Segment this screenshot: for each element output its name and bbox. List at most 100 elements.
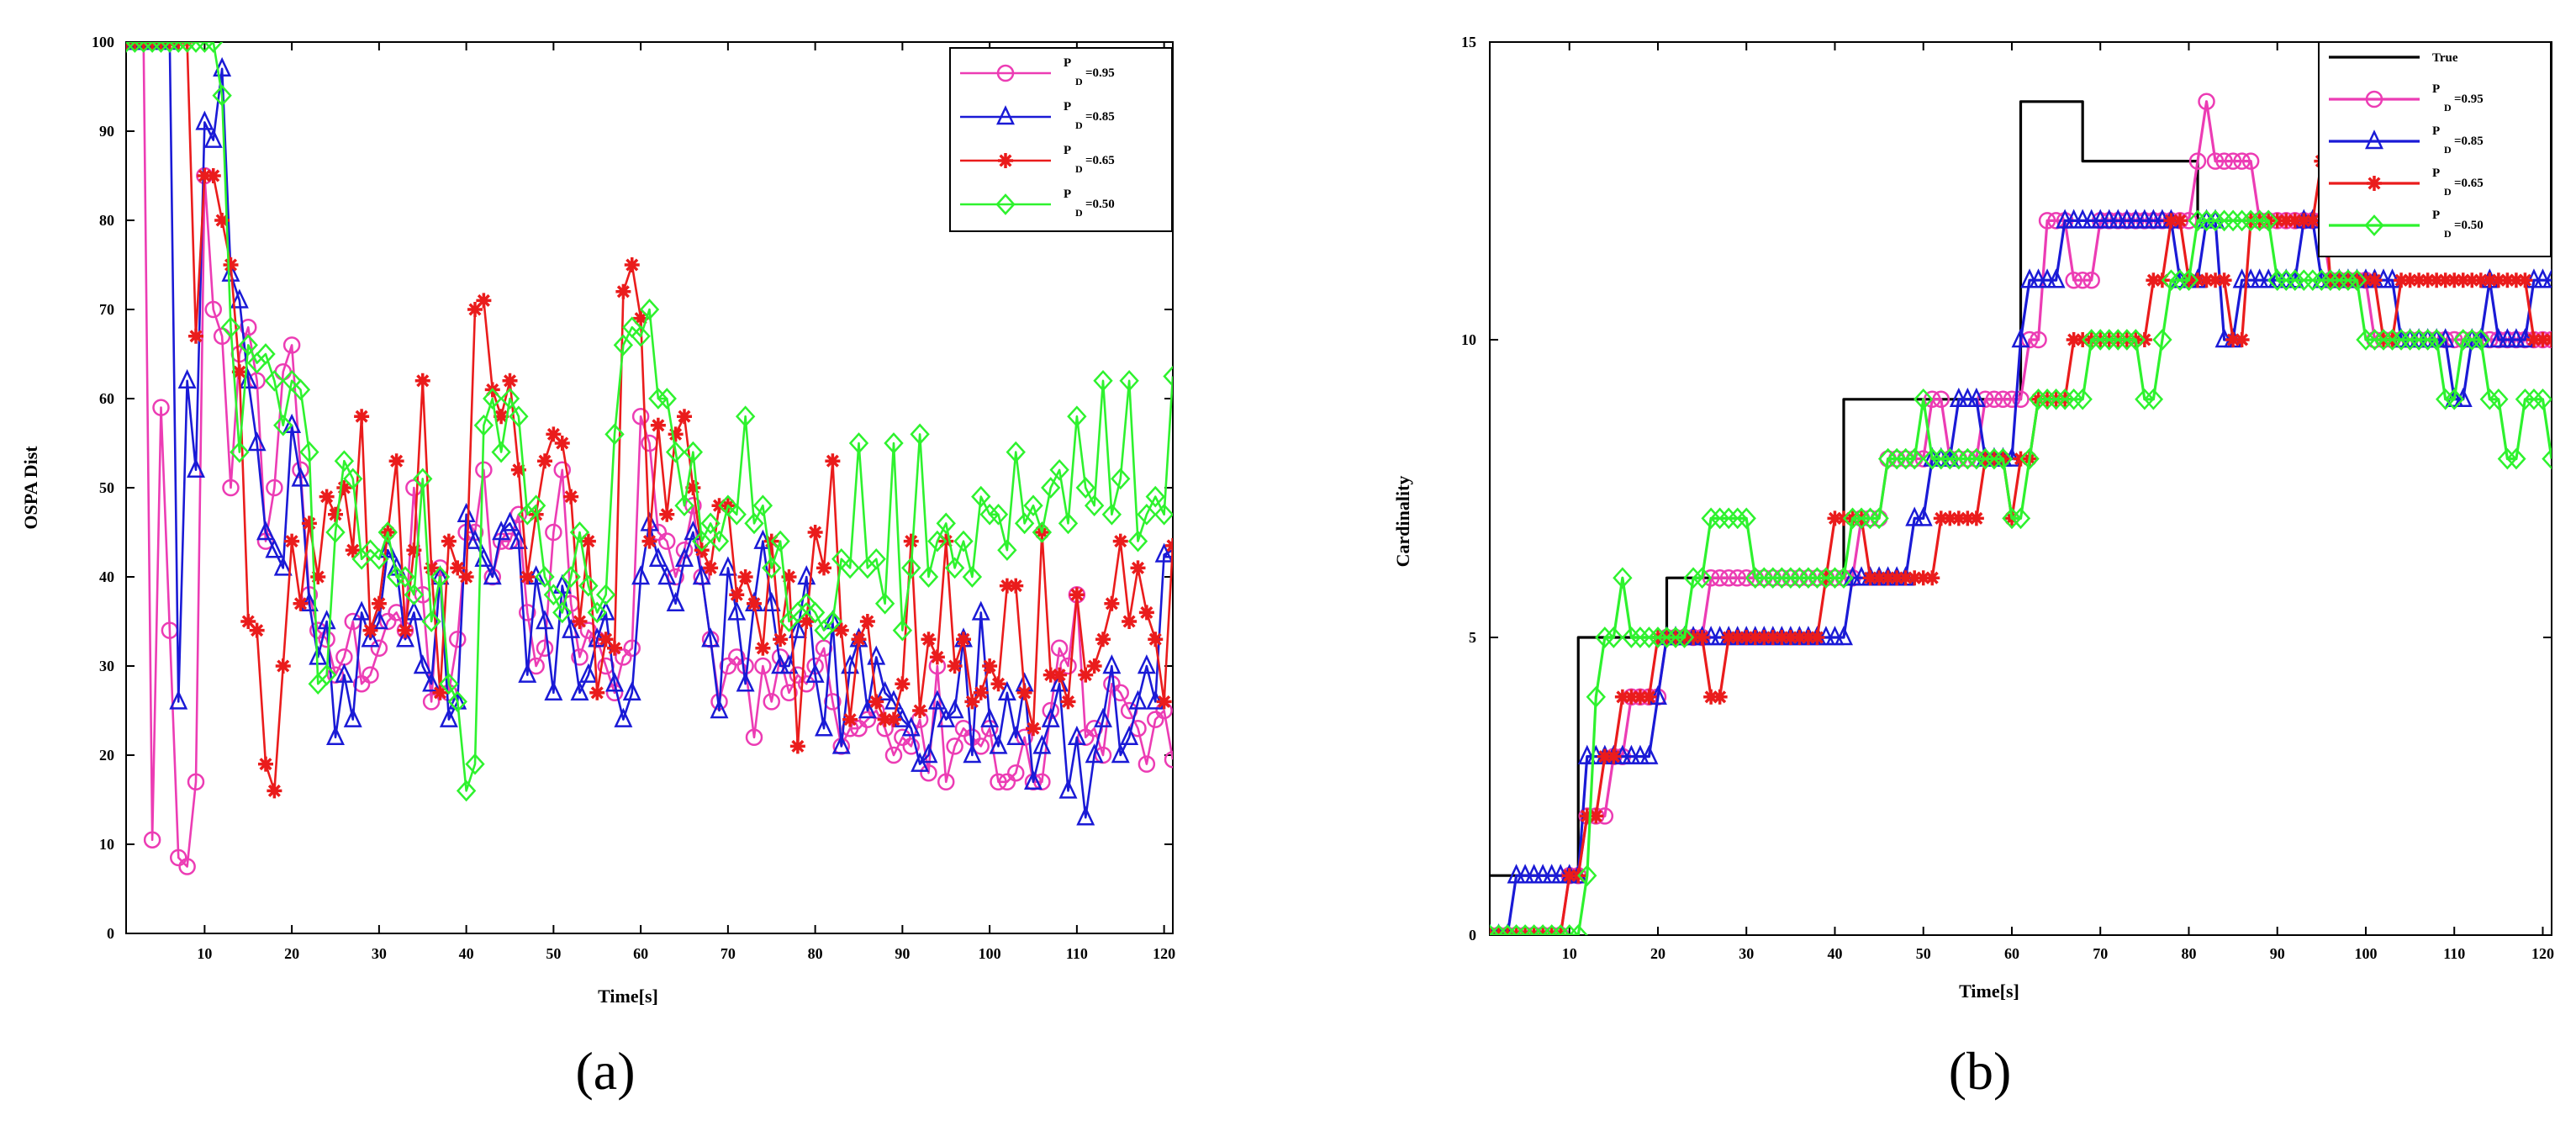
chart-a-legend-value: =0.95: [1085, 66, 1115, 80]
chart-b-point-pd50: [1613, 567, 1633, 589]
chart-a-point-pd65: [1069, 587, 1085, 603]
chart-b-point-pd85: [1905, 506, 1924, 526]
chart-b-point-pd50: [2241, 209, 2261, 232]
chart-a-legend-sub: D: [1075, 76, 1083, 87]
chart-a-point-pd50: [177, 42, 198, 53]
chart-a-point-pd95: [858, 711, 877, 728]
chart-a-point-pd95: [204, 300, 222, 319]
chart-a-point-pd65: [414, 373, 430, 389]
chart-a-point-pd65: [1165, 537, 1173, 553]
chart-b-point-pd85: [2117, 209, 2136, 229]
chart-b-point-pd85: [2135, 209, 2154, 229]
chart-b-legend-value: =0.85: [2454, 135, 2484, 148]
chart-a-point-pd85: [875, 680, 895, 701]
chart-b-point-pd65: [2296, 213, 2312, 229]
chart-a-point-pd50: [752, 494, 773, 517]
chart-a-point-pd50: [1119, 369, 1139, 392]
chart-a-point-pd50: [273, 414, 293, 436]
chart-a-point-pd50: [421, 611, 441, 632]
chart-a-legend-value: =0.65: [1085, 154, 1115, 167]
chart-b-point-pd65: [1632, 689, 1648, 705]
chart-b-point-pd85: [1542, 864, 1561, 884]
chart-a-point-pd85: [544, 680, 563, 701]
chart-b-point-pd50: [1922, 447, 1942, 470]
chart-b-point-pd50: [2170, 269, 2190, 292]
chart-a-legend-box: [949, 47, 1173, 232]
chart-b-point-pd50: [1639, 626, 1660, 648]
chart-b-point-pd50: [1621, 626, 1642, 648]
chart-a-point-pd95: [1059, 657, 1077, 675]
chart-a-point-pd85: [1006, 725, 1026, 746]
chart-b-point-pd50: [1877, 447, 1898, 470]
chart-a-point-pd95: [615, 648, 632, 666]
chart-b-point-pd65: [2304, 213, 2320, 229]
chart-b-ytick-label: 5: [1469, 629, 1476, 646]
chart-a-point-pd50: [386, 566, 407, 588]
chart-b-point-pd50: [2152, 329, 2172, 351]
chart-a-point-pd65: [205, 168, 221, 183]
chart-a-point-pd95: [1164, 751, 1173, 769]
chart-b-point-pd65: [1703, 689, 1719, 705]
chart-a-point-pd95: [571, 648, 589, 666]
chart-a-xtick-label: 10: [197, 945, 212, 962]
chart-b-point-pd65: [1561, 868, 1577, 884]
chart-a-point-pd85: [831, 734, 851, 754]
chart-a-point-pd50: [674, 494, 694, 517]
chart-b-legend-marker: [2365, 90, 2383, 108]
chart-a-point-pd50: [238, 334, 258, 357]
chart-b-point-pd85: [1949, 387, 1968, 408]
chart-a-point-pd50: [447, 690, 467, 713]
chart-b-panel-label: (b): [1949, 1041, 2012, 1101]
chart-b-point-pd65: [2216, 272, 2232, 288]
chart-a-point-pd65: [807, 525, 823, 540]
chart-a-point-pd65: [859, 614, 875, 629]
chart-a-point-pd50: [735, 405, 756, 428]
chart-b-point-pd65: [2411, 272, 2427, 288]
chart-a-point-pd50: [220, 316, 241, 339]
chart-b-point-pd85: [2144, 209, 2163, 229]
chart-b-point-pd50: [2249, 209, 2270, 232]
chart-a-point-pd65: [301, 515, 317, 531]
chart-b-point-pd50: [2373, 329, 2394, 351]
chart-a-point-pd50: [561, 566, 581, 588]
chart-b-point-pd50: [2108, 329, 2128, 351]
chart-b-point-pd50: [2019, 447, 2040, 470]
chart-a-point-pd85: [1137, 654, 1156, 674]
chart-a-point-pd95: [894, 728, 911, 747]
chart-b-point-pd50: [2188, 209, 2208, 232]
chart-b-point-pd50: [2267, 269, 2288, 292]
chart-b-point-pd50: [1984, 447, 2004, 470]
chart-a-point-pd95: [222, 478, 240, 497]
chart-a-point-pd85: [1032, 734, 1052, 754]
chart-b-point-pd50: [1975, 447, 1996, 470]
chart-b-point-pd65: [2473, 272, 2489, 288]
chart-a-point-pd50: [1058, 512, 1079, 535]
chart-a-point-pd85: [692, 565, 711, 585]
chart-b-legend-value: =0.95: [2454, 93, 2484, 106]
chart-b-point-pd65: [1950, 510, 1966, 526]
chart-a-point-pd50: [168, 42, 188, 53]
chart-b-point-pd85: [2046, 268, 2066, 288]
chart-b-point-pd65: [2447, 272, 2463, 288]
chart-b-xtick-label: 20: [1650, 945, 1665, 962]
chart-b-point-pd50: [2417, 329, 2438, 351]
chart-b-point-pd85: [2020, 268, 2040, 288]
chart-b-point-pd65: [1712, 689, 1728, 705]
chart-a-point-pd85: [1102, 654, 1122, 674]
chart-b-point-pd50: [2205, 209, 2225, 232]
chart-a-point-pd50: [290, 378, 311, 401]
chart-a-point-pd85: [282, 413, 302, 434]
chart-a-point-pd85: [867, 645, 886, 665]
chart-b-point-pd50: [1957, 447, 1978, 470]
chart-a-point-pd95: [745, 728, 763, 747]
chart-b-point-pd50: [1887, 447, 1907, 470]
chart-a-point-pd95: [798, 674, 816, 693]
chart-b-point-pd50: [1842, 507, 1863, 530]
chart-b-point-pd65: [1792, 630, 1808, 645]
chart-a-point-pd50: [1163, 365, 1173, 388]
chart-b-point-pd85: [1834, 626, 1853, 646]
chart-a-point-pd50: [1032, 521, 1053, 543]
chart-a-point-pd85: [326, 725, 345, 746]
chart-b-xtick-label: 80: [2181, 945, 2196, 962]
chart-a-ytick-label: 60: [99, 390, 114, 407]
